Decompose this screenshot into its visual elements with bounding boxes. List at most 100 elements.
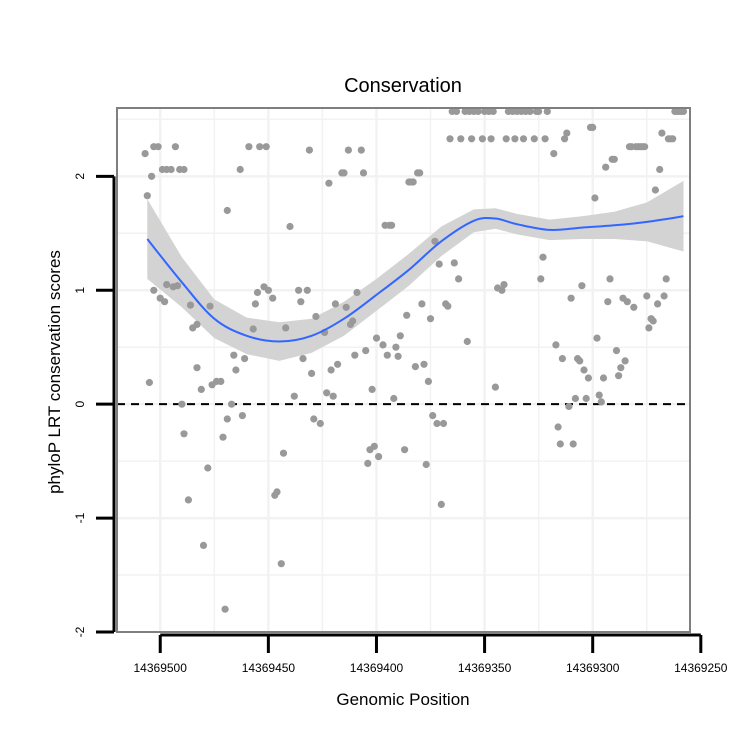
data-point	[154, 143, 162, 151]
data-point	[654, 300, 662, 308]
data-point	[388, 221, 396, 229]
data-point	[171, 143, 179, 151]
data-point	[184, 496, 192, 504]
data-point	[206, 302, 214, 310]
data-point	[452, 107, 461, 115]
data-point	[394, 352, 402, 360]
data-point	[269, 294, 277, 302]
data-point	[489, 107, 497, 115]
data-point	[161, 298, 169, 306]
data-point	[416, 169, 424, 177]
data-point	[379, 341, 387, 349]
data-point	[645, 324, 653, 332]
data-point	[576, 357, 584, 365]
data-point	[612, 347, 621, 355]
data-point	[487, 135, 495, 143]
data-point	[163, 281, 171, 289]
x-tick-label: 14369250	[674, 661, 728, 675]
data-point	[297, 298, 305, 306]
data-point	[556, 440, 564, 448]
data-point	[543, 107, 551, 115]
data-point	[316, 419, 324, 428]
data-point	[550, 150, 558, 158]
y-tick-label: 1	[73, 287, 87, 294]
data-point	[651, 186, 660, 194]
data-point	[604, 298, 612, 306]
data-point	[450, 259, 458, 267]
data-point	[444, 302, 452, 310]
data-point	[193, 364, 201, 372]
y-tick-label: 0	[73, 401, 87, 408]
data-point	[537, 275, 545, 283]
data-point	[325, 179, 333, 187]
data-point	[630, 303, 638, 311]
data-point	[199, 541, 208, 550]
data-point	[418, 300, 426, 308]
data-point	[173, 282, 182, 290]
data-point	[299, 355, 307, 363]
data-point	[223, 206, 231, 215]
data-point	[221, 605, 229, 613]
data-point	[392, 343, 400, 351]
data-point	[422, 460, 430, 469]
data-point	[310, 415, 318, 423]
data-point	[403, 311, 411, 319]
data-point	[223, 415, 231, 423]
data-point	[584, 374, 593, 382]
data-point	[236, 165, 244, 174]
data-point	[500, 281, 508, 289]
data-point	[669, 135, 677, 143]
data-point	[474, 107, 482, 115]
data-point	[277, 560, 285, 568]
data-point	[409, 178, 417, 186]
data-point	[370, 442, 378, 450]
data-point	[597, 398, 605, 406]
data-point	[565, 402, 573, 411]
data-point	[621, 357, 629, 365]
x-tick-label: 14369450	[242, 661, 296, 675]
data-point	[433, 419, 441, 428]
data-point	[519, 135, 528, 143]
data-point	[526, 107, 534, 115]
y-tick-label: 2	[73, 173, 87, 180]
data-point	[539, 253, 547, 261]
data-point	[463, 337, 471, 346]
data-point	[615, 372, 623, 380]
data-point	[656, 165, 664, 174]
data-point	[186, 301, 195, 309]
data-point	[591, 194, 599, 202]
data-point	[204, 464, 212, 472]
data-point	[362, 347, 370, 355]
data-points	[141, 107, 688, 613]
x-tick-label: 14369500	[134, 661, 188, 675]
data-point	[180, 430, 188, 438]
data-point	[372, 334, 381, 342]
data-point	[342, 303, 350, 311]
data-point	[662, 275, 670, 283]
y-tick-label: -1	[73, 512, 87, 523]
data-point	[580, 366, 588, 374]
data-point	[351, 351, 359, 359]
data-point	[228, 400, 236, 408]
x-axis: 14369500 14369450 14369400 14369350 14369300…	[134, 633, 728, 675]
data-point	[535, 107, 543, 115]
data-point	[571, 394, 580, 403]
data-point	[193, 320, 201, 328]
data-point	[238, 412, 246, 420]
data-point	[561, 135, 569, 143]
data-point	[349, 317, 357, 325]
data-point	[282, 324, 290, 332]
data-point	[396, 332, 404, 340]
data-point	[178, 400, 186, 408]
data-point	[359, 169, 368, 177]
data-point	[383, 351, 391, 359]
data-point	[658, 129, 666, 137]
data-point	[435, 260, 443, 268]
data-point	[569, 440, 577, 448]
data-point	[498, 286, 506, 294]
data-point	[401, 446, 409, 454]
data-point	[141, 150, 149, 158]
data-point	[420, 360, 428, 368]
data-point	[429, 412, 437, 420]
